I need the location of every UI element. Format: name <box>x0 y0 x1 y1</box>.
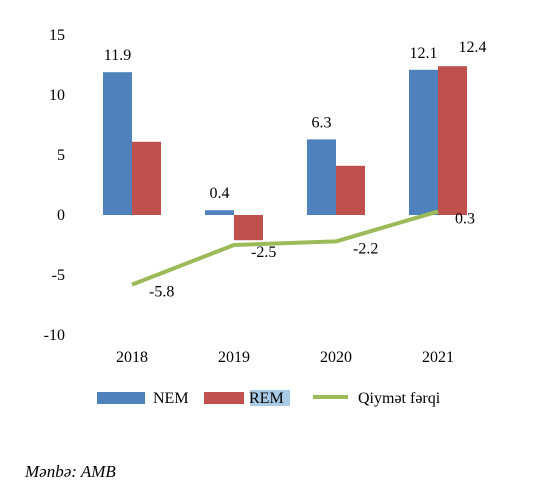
data-label-nem: 0.4 <box>210 185 230 202</box>
legend: NEM REM Qiymət fərqi <box>97 390 441 407</box>
data-label-price-diff: 0.3 <box>455 210 475 227</box>
y-tick-label: -10 <box>44 327 65 344</box>
data-label-nem: 6.3 <box>312 114 332 131</box>
bar-rem-2019 <box>234 215 263 241</box>
legend-label-rem-highlight <box>250 390 290 406</box>
legend-label-rem: REM <box>249 390 284 407</box>
line-series <box>131 209 439 287</box>
bars <box>103 66 467 241</box>
x-tick-label: 2021 <box>422 349 454 366</box>
y-tick-label: 15 <box>49 27 65 44</box>
data-label-nem: 12.1 <box>410 45 438 62</box>
x-tick-label: 2018 <box>116 349 148 366</box>
bar-rem-2020 <box>336 165 365 215</box>
source-note: Mənbə: AMB <box>25 462 116 481</box>
bar-rem-2018 <box>132 141 161 215</box>
bar-rem-2021 <box>438 66 467 215</box>
data-label-price-diff: -5.8 <box>149 284 174 301</box>
legend-label-nem: NEM <box>153 390 189 407</box>
y-tick-label: -5 <box>52 267 65 284</box>
bar-nem-2020 <box>307 139 336 215</box>
bar-nem-2021 <box>409 69 438 215</box>
data-labels: 11.9 0.4 6.3 12.1 12.4 -5.8 -2.5 -2.2 0.3 <box>104 39 487 300</box>
legend-swatch-rem <box>204 392 244 404</box>
y-tick-label: 5 <box>57 147 65 164</box>
y-tick-label: 10 <box>49 87 65 104</box>
bar-nem-2018 <box>103 72 132 215</box>
x-axis-ticks: 2018 2019 2020 2021 <box>116 349 454 366</box>
data-label-price-diff: -2.2 <box>353 240 378 257</box>
bar-nem-2019 <box>205 210 234 215</box>
legend-swatch-nem <box>97 392 145 404</box>
legend-label-price-diff: Qiymət fərqi <box>358 390 441 407</box>
y-tick-label: 0 <box>57 207 65 224</box>
data-label-rem: 12.4 <box>459 39 487 56</box>
x-tick-label: 2019 <box>218 349 250 366</box>
y-axis-ticks: 15 10 5 0 -5 -10 <box>44 27 65 344</box>
data-label-price-diff: -2.5 <box>251 244 276 261</box>
x-tick-label: 2020 <box>320 349 352 366</box>
data-label-nem: 11.9 <box>104 47 131 64</box>
line-price-diff <box>131 209 439 287</box>
